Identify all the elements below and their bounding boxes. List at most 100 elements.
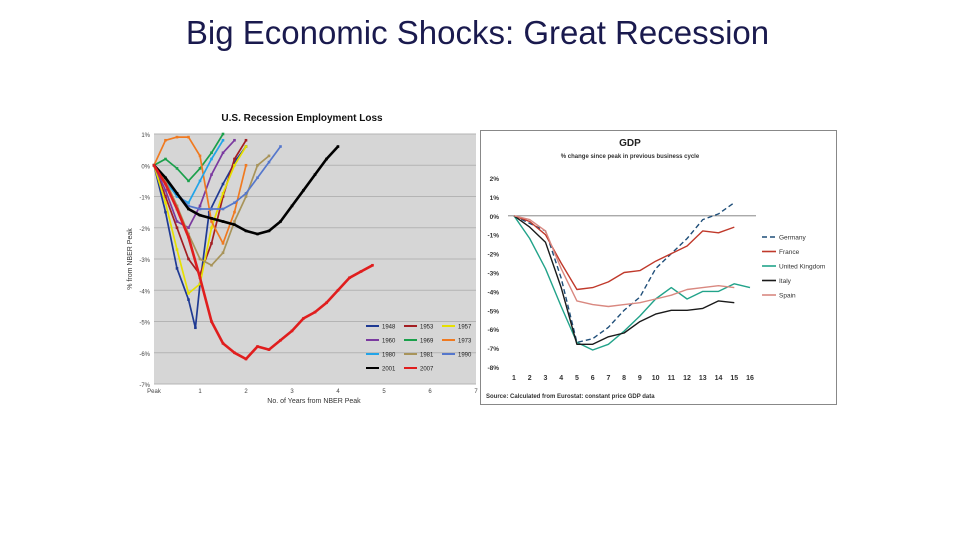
y-tick-label: -5%	[139, 321, 150, 327]
series-line-united-kingdom	[513, 215, 751, 351]
data-point	[233, 210, 236, 214]
y-tick-label: 1%	[490, 195, 500, 202]
data-point	[371, 263, 374, 267]
data-point	[302, 188, 305, 192]
series-line-1960	[153, 139, 236, 229]
employment-loss-chart: U.S. Recession Employment Loss 1% 0% -1% -2%…	[127, 113, 478, 405]
legend-label: Germany	[779, 235, 806, 242]
data-point	[325, 301, 328, 305]
data-point	[256, 345, 259, 348]
data-point	[233, 157, 236, 161]
series-line-italy	[513, 215, 735, 346]
data-point	[290, 329, 294, 333]
gdp-chart: GDP % change since peak in previous busin…	[480, 130, 837, 405]
legend-label: 1973	[458, 339, 472, 345]
y-tick-label: -4%	[139, 289, 150, 295]
data-point	[279, 145, 282, 148]
chart-subtitle: % change since peak in previous business…	[561, 154, 700, 160]
data-point	[221, 195, 225, 198]
data-point	[210, 242, 213, 245]
data-point	[175, 207, 179, 211]
data-point	[210, 220, 213, 223]
data-point	[244, 195, 248, 198]
data-point	[187, 235, 190, 239]
data-point	[164, 179, 167, 183]
series-line-spain	[513, 215, 735, 308]
data-point	[198, 276, 202, 280]
data-point	[256, 232, 259, 236]
data-point	[233, 163, 236, 167]
data-point	[235, 157, 239, 161]
data-point	[187, 226, 190, 230]
data-point	[187, 179, 190, 183]
data-point	[336, 288, 340, 292]
legend-label: 1969	[420, 339, 434, 345]
data-point	[175, 267, 179, 270]
data-point	[198, 154, 202, 158]
chart-frame	[480, 130, 837, 405]
x-tick-label: 2	[528, 375, 532, 382]
data-point	[267, 348, 271, 351]
data-point	[233, 223, 236, 226]
data-point	[233, 201, 236, 205]
data-point	[313, 310, 317, 314]
y-tick-label: 2%	[490, 176, 500, 183]
data-point	[233, 220, 236, 223]
data-point	[233, 138, 236, 142]
y-tick-label: -8%	[487, 365, 499, 372]
data-point	[267, 160, 271, 164]
data-point	[210, 207, 213, 211]
data-point	[221, 192, 225, 195]
data-point	[198, 207, 202, 211]
data-point	[325, 157, 328, 161]
data-point	[279, 220, 282, 223]
data-point	[164, 188, 167, 192]
legend-label: 1990	[458, 353, 472, 359]
data-point	[302, 317, 305, 320]
data-point	[221, 207, 225, 211]
data-point	[221, 220, 225, 223]
y-tick-label: -2%	[139, 227, 150, 233]
data-point	[164, 176, 167, 180]
data-point	[198, 179, 202, 183]
y-tick-label: -1%	[139, 196, 150, 202]
data-point	[164, 138, 167, 142]
data-point	[267, 154, 271, 158]
x-tick-label: 6	[591, 375, 595, 382]
data-point	[152, 163, 156, 167]
data-point	[221, 132, 225, 136]
data-point	[221, 251, 225, 255]
data-point	[313, 173, 317, 176]
data-point	[187, 201, 190, 205]
y-tick-label: -6%	[487, 327, 499, 334]
legend-label: 1957	[458, 325, 472, 331]
y-tick-label: 0%	[141, 164, 150, 170]
data-point	[290, 204, 294, 208]
data-point	[198, 257, 202, 261]
y-tick-label: -4%	[487, 289, 499, 296]
data-point	[198, 213, 202, 217]
y-tick-label: -5%	[487, 308, 499, 315]
data-point	[221, 342, 225, 345]
y-tick-label: -6%	[139, 352, 150, 358]
data-point	[175, 248, 179, 251]
x-tick-label: 10	[652, 375, 660, 382]
legend-label: United Kingdom	[779, 264, 825, 271]
x-tick-label: 9	[638, 375, 642, 382]
x-tick-label: 12	[683, 375, 691, 382]
data-point	[348, 276, 351, 280]
legend-label: France	[779, 249, 800, 256]
data-point	[187, 257, 190, 261]
x-tick-label: 15	[730, 375, 738, 382]
x-tick-label: 4	[336, 389, 340, 395]
data-point	[267, 229, 271, 233]
data-point	[187, 135, 190, 139]
data-point	[210, 151, 213, 155]
x-tick-label: 2	[244, 389, 248, 395]
y-tick-label: 1%	[141, 133, 150, 139]
data-point	[210, 263, 213, 267]
data-point	[175, 220, 179, 223]
legend-label: Spain	[779, 293, 796, 300]
x-tick-label: 1	[198, 389, 202, 395]
data-point	[210, 157, 213, 161]
